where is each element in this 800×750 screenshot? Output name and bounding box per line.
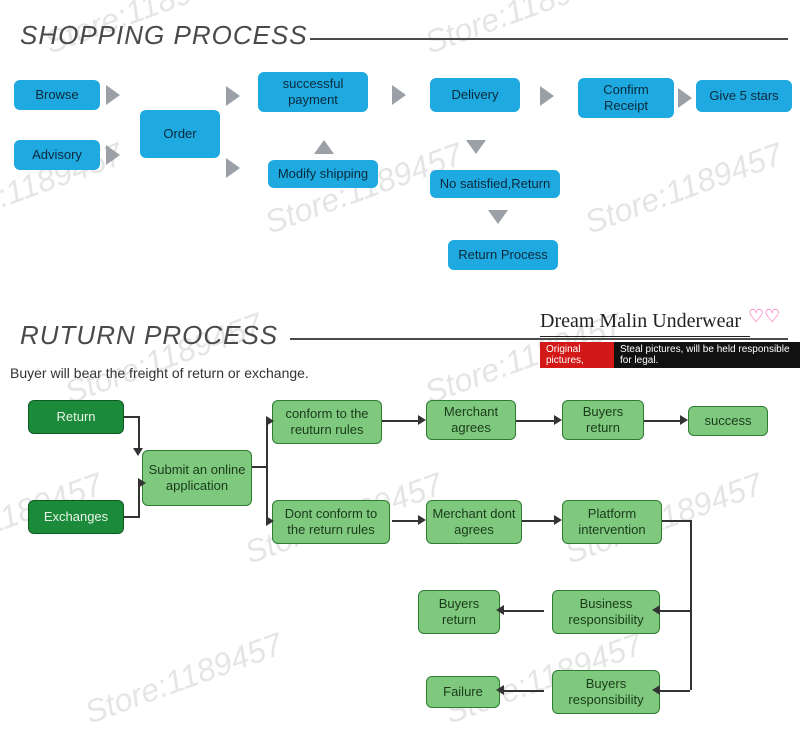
arrow-seg (418, 415, 426, 425)
node-buyers-resp: Buyers responsibility (552, 670, 660, 714)
node-exchanges: Exchanges (28, 500, 124, 534)
node-return-process: Return Process (448, 240, 558, 270)
arrow-seg (252, 466, 266, 468)
arrow-seg (266, 516, 274, 526)
arrow-seg (266, 468, 268, 520)
arrow-seg (418, 515, 426, 525)
arrow-seg (554, 415, 562, 425)
arrow-seg (554, 515, 562, 525)
node-failure: Failure (426, 676, 500, 708)
arrow-seg (138, 478, 146, 488)
arrow-seg (496, 685, 504, 695)
shopping-title: SHOPPING PROCESS (20, 20, 308, 51)
arrow-seg (660, 610, 690, 612)
node-delivery: Delivery (430, 78, 520, 112)
chevron-down-icon (466, 140, 486, 154)
chevron-right-icon (540, 86, 554, 106)
node-successful-payment: successful payment (258, 72, 368, 112)
arrow-seg (138, 416, 140, 450)
return-title: RUTURN PROCESS (20, 320, 278, 351)
node-return: Return (28, 400, 124, 434)
watermark: Store:1189457 (80, 626, 288, 732)
node-merchant-dont: Merchant dont agrees (426, 500, 522, 544)
arrow-seg (504, 610, 544, 612)
node-merchant-agrees: Merchant agrees (426, 400, 516, 440)
arrow-seg (690, 610, 692, 690)
return-title-line (290, 338, 788, 340)
brand-underline (540, 336, 750, 337)
node-confirm-receipt: Confirm Receipt (578, 78, 674, 118)
shopping-title-line (310, 38, 788, 40)
brand-bar-red: Original pictures, (540, 342, 614, 368)
node-buyers-return2: Buyers return (418, 590, 500, 634)
brand-bar-black: Steal pictures, will be held responsible… (614, 342, 800, 368)
node-order: Order (140, 110, 220, 158)
chevron-right-icon (106, 145, 120, 165)
watermark: Store:1189457 (420, 0, 628, 61)
node-advisory: Advisory (14, 140, 100, 170)
node-modify-shipping: Modify shipping (268, 160, 378, 188)
node-submit-app: Submit an online application (142, 450, 252, 506)
arrow-seg (660, 690, 690, 692)
arrow-seg (652, 685, 660, 695)
chevron-right-icon (226, 86, 240, 106)
chevron-up-icon (314, 140, 334, 154)
node-buyers-return: Buyers return (562, 400, 644, 440)
hearts-icon: ♡♡ (748, 306, 780, 327)
arrow-seg (662, 520, 690, 522)
node-success: success (688, 406, 768, 436)
brand-bar: Original pictures, Steal pictures, will … (540, 342, 800, 368)
arrow-seg (124, 416, 138, 418)
arrow-seg (522, 520, 554, 522)
brand-text: Dream Malin Underwear (540, 310, 741, 333)
node-give-5-stars: Give 5 stars (696, 80, 792, 112)
arrow-seg (133, 448, 143, 456)
node-conform: conform to the reuturn rules (272, 400, 382, 444)
arrow-seg (680, 415, 688, 425)
node-no-satisfied: No satisfied,Return (430, 170, 560, 198)
chevron-right-icon (392, 85, 406, 105)
arrow-seg (504, 690, 544, 692)
arrow-seg (382, 420, 418, 422)
watermark: Store:1189457 (580, 136, 788, 242)
chevron-right-icon (226, 158, 240, 178)
arrow-seg (690, 520, 692, 610)
node-business-resp: Business responsibility (552, 590, 660, 634)
node-platform: Platform intervention (562, 500, 662, 544)
chevron-right-icon (678, 88, 692, 108)
arrow-seg (392, 520, 418, 522)
arrow-seg (266, 420, 268, 468)
arrow-seg (266, 416, 274, 426)
arrow-seg (138, 484, 140, 518)
chevron-right-icon (106, 85, 120, 105)
chevron-down-icon (488, 210, 508, 224)
arrow-seg (652, 605, 660, 615)
arrow-seg (516, 420, 554, 422)
return-subtext: Buyer will bear the freight of return or… (10, 365, 309, 381)
arrow-seg (644, 420, 680, 422)
arrow-seg (496, 605, 504, 615)
node-browse: Browse (14, 80, 100, 110)
node-not-conform: Dont conform to the return rules (272, 500, 390, 544)
arrow-seg (124, 516, 138, 518)
